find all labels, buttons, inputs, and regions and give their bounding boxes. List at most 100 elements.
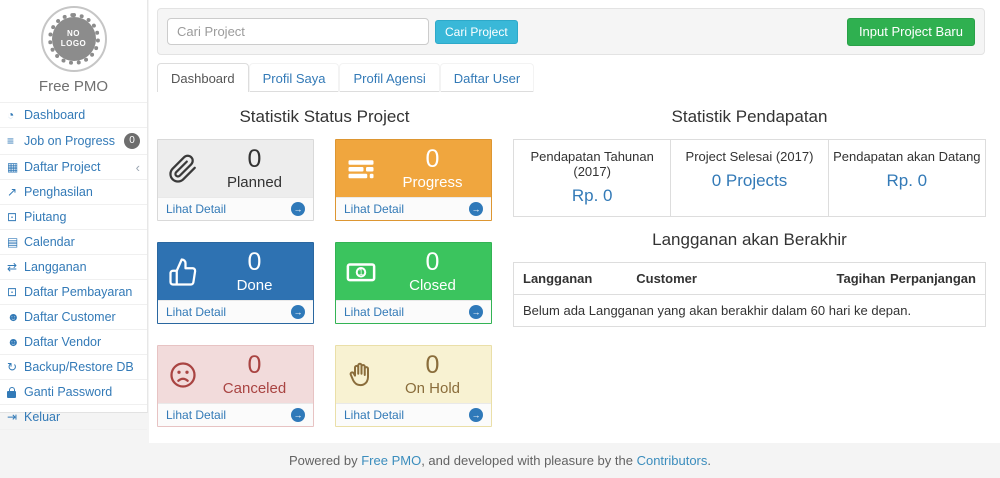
- sidebar-item-daftar-project[interactable]: ▦ Daftar Project ‹: [0, 154, 147, 179]
- sidebar-item-job-on-progress[interactable]: ≡ Job on Progress 0: [0, 127, 147, 154]
- col-customer: Customer: [636, 271, 697, 286]
- sidebar-item-label: Daftar Customer: [24, 310, 116, 324]
- done-detail-link[interactable]: Lihat Detail →: [158, 300, 313, 323]
- closed-detail-link[interactable]: Lihat Detail →: [336, 300, 491, 323]
- arrow-circle-right-icon: →: [469, 305, 483, 319]
- status-cards: 0 Planned Lihat Detail →: [157, 139, 492, 427]
- tasks-icon: ≡: [7, 134, 15, 148]
- refresh-icon: ↻: [7, 360, 18, 374]
- svg-text:1: 1: [359, 268, 364, 277]
- canceled-detail-link[interactable]: Lihat Detail →: [158, 403, 313, 426]
- brand-area: NO LOGO Free PMO: [0, 0, 147, 102]
- logo-badge: NO LOGO: [40, 6, 107, 72]
- money-icon: ⊡: [7, 210, 18, 224]
- chevron-left-icon: ‹: [135, 159, 140, 175]
- card-closed: 1 0 Closed Lihat Detail →: [335, 242, 492, 324]
- thumbs-up-icon: [164, 257, 202, 287]
- sidebar-item-label: Daftar Project: [24, 160, 101, 174]
- sidebar-menu: ◔ Dashboard ≡ Job on Progress 0 ▦ Daftar…: [0, 102, 147, 430]
- tachometer-icon: ◔: [7, 108, 15, 122]
- sidebar-item-label: Job on Progress: [24, 134, 116, 148]
- sidebar-item-backup-restore-db[interactable]: ↻ Backup/Restore DB: [0, 354, 147, 379]
- calendar-icon: ▤: [7, 235, 19, 249]
- footer-text: .: [707, 453, 712, 468]
- sidebar-item-calendar[interactable]: ▤ Calendar: [0, 229, 147, 254]
- new-project-button[interactable]: Input Project Baru: [846, 17, 975, 46]
- search-button[interactable]: Cari Project: [435, 19, 518, 44]
- col-tagihan: Tagihan: [836, 271, 886, 286]
- upcoming-income-link[interactable]: Rp. 0: [886, 171, 928, 190]
- yearly-income-link[interactable]: Rp. 0: [571, 186, 613, 205]
- project-toolbar: Cari Project Input Project Baru: [157, 8, 985, 55]
- dashboard-content: Statistik Status Project 0 Planned Lihat…: [157, 94, 986, 427]
- closed-label: Closed: [409, 276, 456, 294]
- subscription-table: Langganan Customer Tagihan Perpanjangan …: [513, 262, 986, 327]
- tasks-icon: [342, 154, 380, 184]
- logo-seal-icon: NO LOGO: [47, 13, 100, 65]
- brand-name: Free PMO: [38, 78, 109, 95]
- tab-profil-saya[interactable]: Profil Saya: [248, 63, 340, 92]
- sidebar-item-langganan[interactable]: ⇄ Langganan: [0, 254, 147, 279]
- tab-dashboard[interactable]: Dashboard: [157, 63, 249, 92]
- users-icon: ☻: [7, 335, 20, 349]
- sidebar-item-ganti-password[interactable]: Ganti Password: [0, 379, 147, 404]
- closed-count: 0: [425, 248, 440, 277]
- arrow-circle-right-icon: →: [469, 202, 483, 216]
- sidebar-item-label: Daftar Vendor: [24, 335, 102, 349]
- sidebar-item-penghasilan[interactable]: ↗ Penghasilan: [0, 179, 147, 204]
- progress-label: Progress: [402, 173, 463, 191]
- sidebar-item-keluar[interactable]: ⇥ Keluar: [0, 404, 147, 430]
- progress-count: 0: [425, 145, 440, 174]
- tab-profil-agensi[interactable]: Profil Agensi: [339, 63, 440, 92]
- income-cell-yearly: Pendapatan Tahunan (2017) Rp. 0: [530, 149, 654, 205]
- sidebar-item-dashboard[interactable]: ◔ Dashboard: [0, 102, 147, 127]
- table-icon: ▦: [7, 160, 19, 174]
- planned-detail-link[interactable]: Lihat Detail →: [158, 197, 313, 220]
- onhold-count: 0: [425, 351, 440, 380]
- footer-contributors-link[interactable]: Contributors: [636, 453, 708, 468]
- status-section: Statistik Status Project 0 Planned Lihat…: [157, 94, 492, 427]
- sidebar-item-label: Penghasilan: [24, 185, 93, 199]
- sidebar-item-label: Langganan: [24, 260, 87, 274]
- sign-out-icon: ⇥: [7, 410, 18, 424]
- repeat-icon: ⇄: [7, 260, 18, 274]
- tab-daftar-user[interactable]: Daftar User: [439, 63, 535, 92]
- arrow-circle-right-icon: →: [291, 202, 305, 216]
- col-perpanjangan: Perpanjangan: [890, 271, 976, 286]
- paperclip-icon: [164, 154, 202, 184]
- arrow-circle-right-icon: →: [291, 305, 305, 319]
- finished-projects-link[interactable]: 0 Projects: [711, 171, 788, 190]
- status-section-title: Statistik Status Project: [239, 107, 410, 126]
- money-icon: ⊡: [7, 285, 18, 299]
- footer-brand-link[interactable]: Free PMO: [361, 453, 422, 468]
- done-label: Done: [236, 276, 273, 294]
- card-planned: 0 Planned Lihat Detail →: [157, 139, 314, 221]
- sidebar: NO LOGO Free PMO ◔ Dashboard ≡ Job on Pr…: [0, 0, 148, 430]
- canceled-count: 0: [247, 351, 262, 380]
- subscription-empty-message: Belum ada Langganan yang akan berakhir d…: [523, 303, 912, 318]
- chart-line-icon: ↗: [7, 185, 18, 199]
- planned-label: Planned: [226, 173, 283, 191]
- lock-icon: [7, 386, 24, 398]
- progress-detail-link[interactable]: Lihat Detail →: [336, 197, 491, 220]
- onhold-detail-link[interactable]: Lihat Detail →: [336, 403, 491, 426]
- income-table: Pendapatan Tahunan (2017) Rp. 0 Project …: [513, 139, 986, 217]
- search-input[interactable]: [167, 18, 429, 45]
- sidebar-item-label: Ganti Password: [24, 385, 113, 399]
- frown-icon: [164, 360, 202, 390]
- money-icon: 1: [342, 257, 380, 287]
- planned-count: 0: [247, 145, 262, 174]
- subscription-table-header: Langganan Customer Tagihan Perpanjangan: [514, 263, 985, 295]
- job-count-badge: 0: [124, 133, 140, 149]
- sidebar-item-daftar-pembayaran[interactable]: ⊡ Daftar Pembayaran: [0, 279, 147, 304]
- arrow-circle-right-icon: →: [469, 408, 483, 422]
- income-cell-upcoming: Pendapatan akan Datang Rp. 0: [827, 140, 985, 216]
- sidebar-item-daftar-customer[interactable]: ☻ Daftar Customer: [0, 304, 147, 329]
- canceled-label: Canceled: [222, 379, 287, 397]
- sidebar-item-piutang[interactable]: ⊡ Piutang: [0, 204, 147, 229]
- sidebar-item-label: Piutang: [24, 210, 67, 224]
- main-panel: Cari Project Input Project Baru Dashboar…: [149, 0, 1000, 443]
- income-section: Statistik Pendapatan Pendapatan Tahunan …: [513, 94, 986, 427]
- footer-text: Powered by: [288, 453, 362, 468]
- sidebar-item-daftar-vendor[interactable]: ☻ Daftar Vendor: [0, 329, 147, 354]
